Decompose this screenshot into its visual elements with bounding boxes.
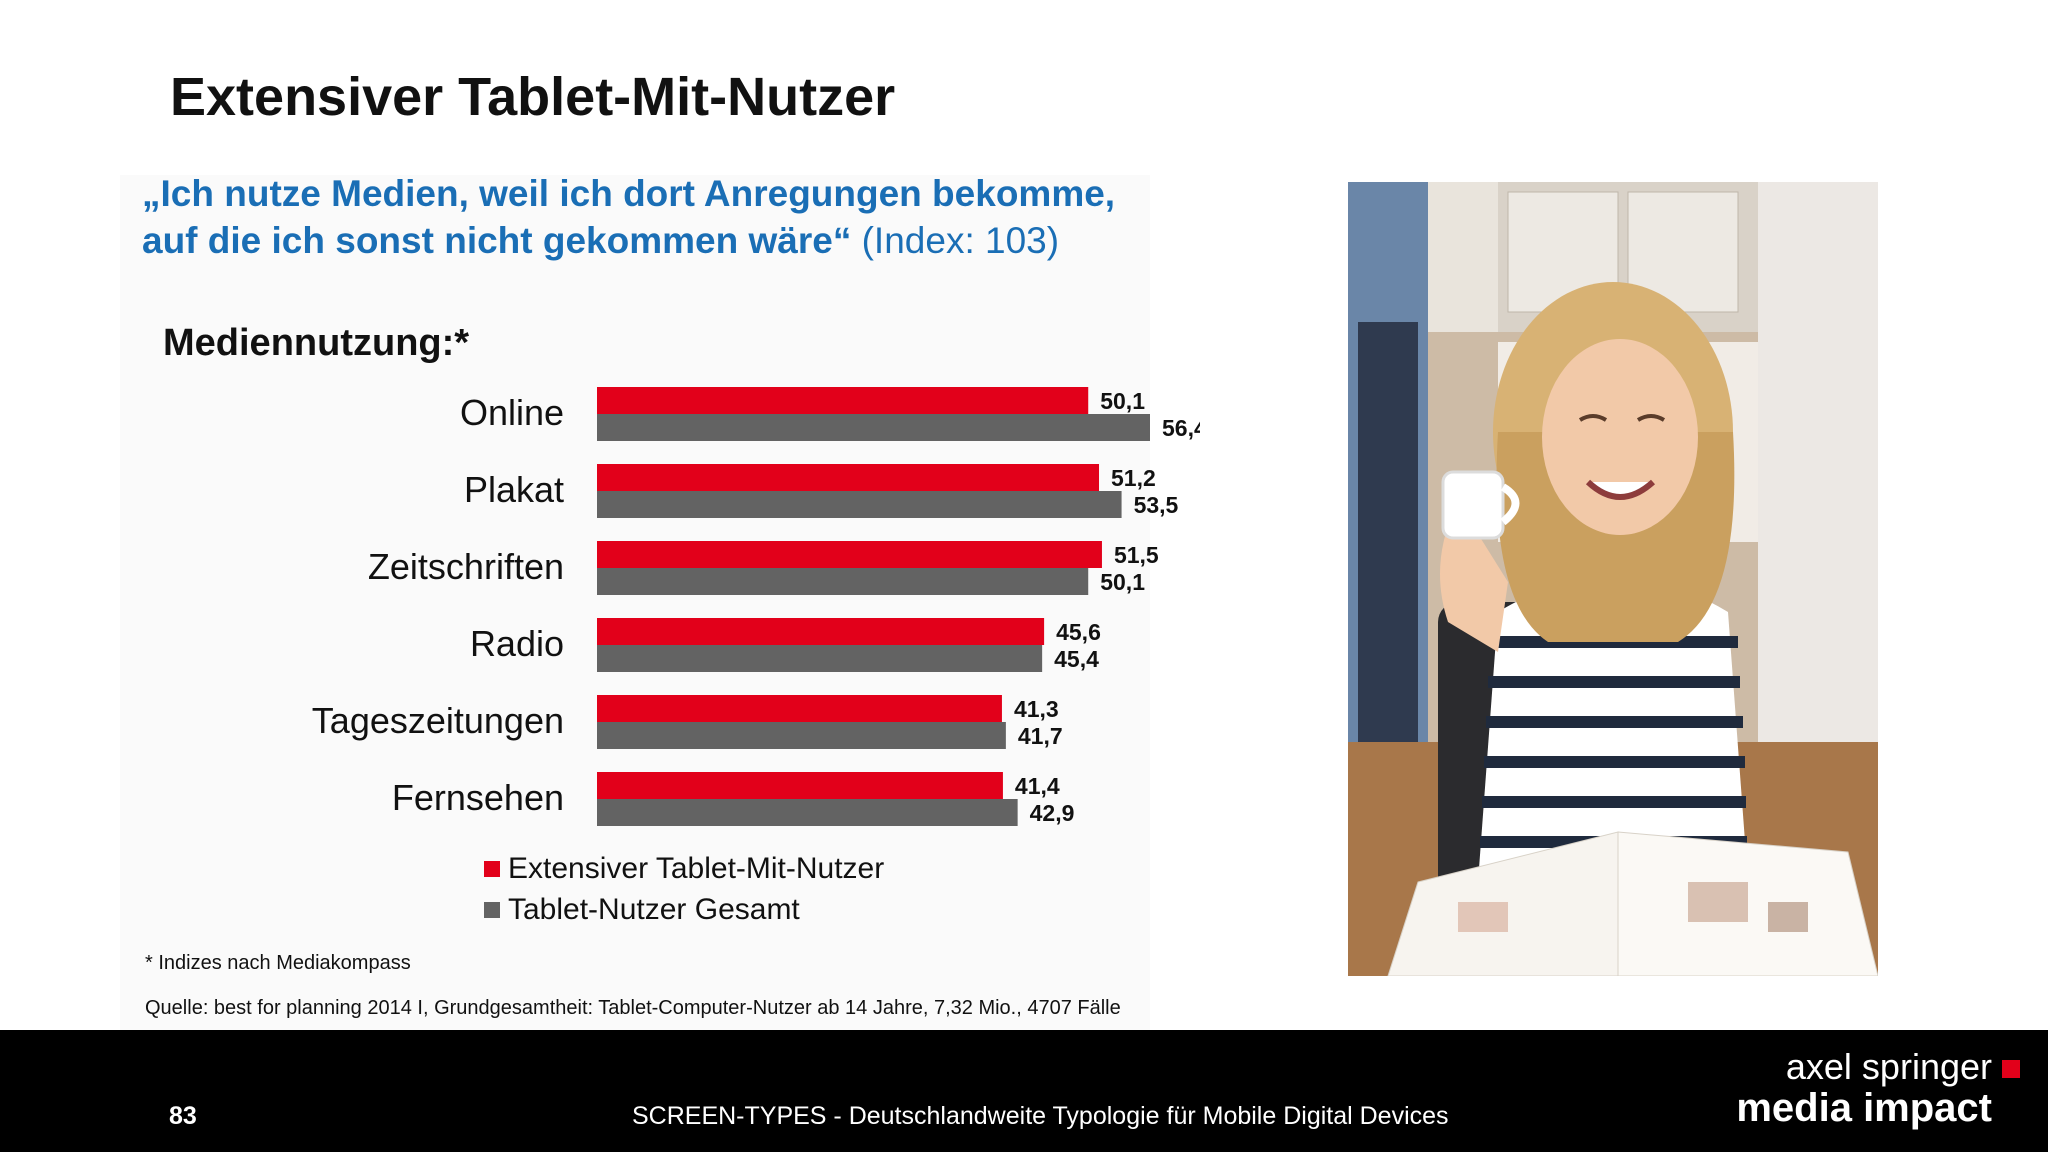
data-label: 41,4	[1015, 773, 1060, 799]
data-label: 53,5	[1134, 492, 1179, 518]
source-note: Quelle: best for planning 2014 I, Grundg…	[145, 997, 1121, 1019]
bar-series-1	[597, 695, 1002, 722]
bar-series-2	[597, 568, 1089, 595]
data-label: 50,1	[1100, 569, 1145, 595]
category-label: Zeitschriften	[368, 546, 564, 587]
bar-series-2	[597, 645, 1043, 672]
chart-panel	[120, 175, 1150, 1030]
data-label: 51,5	[1114, 542, 1159, 568]
category-label: Plakat	[464, 469, 564, 510]
page-number: 83	[169, 1102, 197, 1130]
data-label: 45,6	[1056, 619, 1101, 645]
legend-swatch-gray	[484, 901, 500, 918]
bar-series-1	[597, 387, 1089, 414]
slide-title: Extensiver Tablet-Mit-Nutzer	[170, 67, 896, 127]
data-label: 41,7	[1018, 723, 1063, 749]
footnote: * Indizes nach Mediakompass	[145, 952, 411, 974]
quote-line-1: „Ich nutze Medien, weil ich dort Anregun…	[142, 173, 1116, 214]
legend-label-series-2: Tablet-Nutzer Gesamt	[508, 892, 800, 926]
footer-title: SCREEN-TYPES - Deutschlandweite Typologi…	[632, 1102, 1449, 1130]
data-label: 41,3	[1014, 696, 1059, 722]
section-title: Mediennutzung:*	[163, 322, 470, 364]
quote-line-2: auf die ich sonst nicht gekommen wäre“	[142, 220, 852, 261]
bar-series-1	[597, 772, 1003, 799]
data-label: 56,4	[1162, 415, 1200, 441]
bar-series-2	[597, 491, 1122, 518]
data-label: 42,9	[1030, 800, 1075, 826]
legend-label-series-1: Extensiver Tablet-Mit-Nutzer	[508, 851, 885, 885]
axel-springer-logo: axel springer media impact	[1720, 1046, 2020, 1142]
logo-line-2: media impact	[1736, 1086, 1992, 1130]
bar-series-2	[597, 722, 1006, 749]
category-label: Tageszeitungen	[312, 700, 564, 741]
data-label: 45,4	[1054, 646, 1099, 672]
category-label: Online	[460, 392, 564, 433]
bar-series-2	[597, 799, 1018, 826]
logo-square-icon	[2002, 1060, 2020, 1078]
photo-illustration	[1348, 182, 1878, 976]
category-label: Fernsehen	[392, 777, 564, 818]
bar-series-1	[597, 618, 1045, 645]
legend-swatch-red	[484, 860, 500, 877]
chart-legend: Extensiver Tablet-Mit-Nutzer Tablet-Nutz…	[484, 848, 884, 930]
bar-series-1	[597, 464, 1100, 491]
footer-bar: 83 SCREEN-TYPES - Deutschlandweite Typol…	[0, 1030, 2048, 1152]
logo-line-1: axel springer	[1785, 1046, 1992, 1087]
bar-series-2	[597, 414, 1150, 441]
legend-item-series-2: Tablet-Nutzer Gesamt	[484, 889, 884, 930]
quote-index: (Index: 103)	[861, 220, 1060, 261]
photo-woman-reading-icon	[1348, 182, 1878, 976]
bar-chart: Online 50,1 56,4 Plakat 51,253,5 Zeitschrifte…	[312, 387, 1200, 826]
data-label: 51,2	[1111, 465, 1156, 491]
category-label: Radio	[470, 623, 564, 664]
bar-series-1	[597, 541, 1102, 568]
data-label: 50,1	[1100, 388, 1145, 414]
quote-block: „Ich nutze Medien, weil ich dort Anregun…	[142, 170, 1115, 264]
legend-item-series-1: Extensiver Tablet-Mit-Nutzer	[484, 848, 884, 889]
